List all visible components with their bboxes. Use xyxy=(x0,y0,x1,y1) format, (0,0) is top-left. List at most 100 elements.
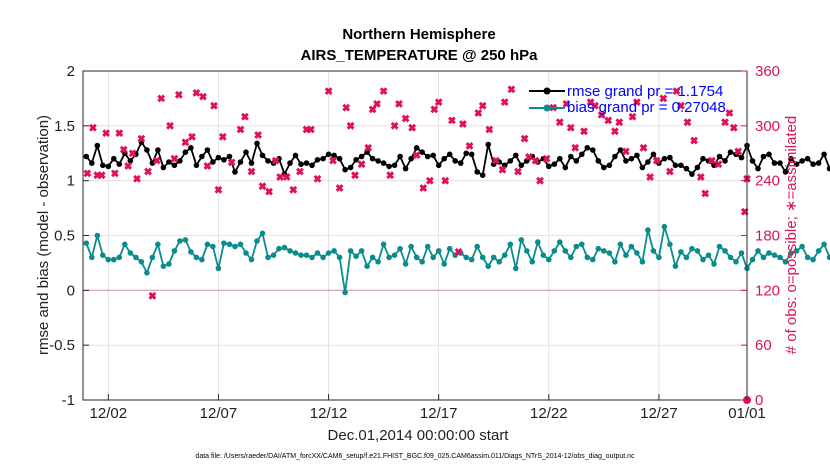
bias-point xyxy=(265,255,271,261)
bias-point xyxy=(805,255,811,261)
bias-point xyxy=(541,252,547,258)
rmse-point xyxy=(304,160,310,166)
bias-point xyxy=(689,246,695,252)
y2-tick-label: 60 xyxy=(755,337,772,354)
bias-point xyxy=(227,242,233,248)
obs-assimilated-marker xyxy=(446,115,457,126)
bias-point xyxy=(205,242,211,248)
rmse-point xyxy=(629,156,635,162)
bias-point xyxy=(199,257,205,263)
bias-point xyxy=(144,270,150,276)
rmse-point xyxy=(480,172,486,178)
bias-point xyxy=(326,250,332,256)
obs-assimilated-shape xyxy=(252,129,263,140)
obs-assimilated-shape xyxy=(400,113,411,124)
bias-point xyxy=(249,257,255,263)
bias-point xyxy=(95,233,101,239)
obs-assimilated-marker xyxy=(294,166,305,177)
bias-point xyxy=(700,257,706,263)
obs-assimilated-marker xyxy=(197,91,208,102)
rmse-point xyxy=(359,154,365,160)
obs-assimilated-shape xyxy=(700,188,711,199)
obs-assimilated-shape xyxy=(131,173,142,184)
obs-assimilated-marker xyxy=(457,118,468,129)
obs-assimilated-marker xyxy=(407,122,418,133)
rmse-point xyxy=(563,165,569,171)
rmse-point xyxy=(684,166,690,172)
obs-assimilated-shape xyxy=(609,126,620,137)
rmse-point xyxy=(183,149,189,155)
rmse-point xyxy=(381,160,387,166)
obs-assimilated-shape xyxy=(109,168,120,179)
obs-assimilated-shape xyxy=(446,115,457,126)
rmse-point xyxy=(799,158,805,164)
y2-axis-label: # of obs: o=possible; ∗=assimilated xyxy=(783,116,800,355)
obs-assimilated-shape xyxy=(385,170,396,181)
bias-point xyxy=(739,250,745,256)
bias-point xyxy=(722,248,728,254)
rmse-point xyxy=(474,169,480,175)
bias-point xyxy=(673,263,679,269)
obs-assimilated-shape xyxy=(393,98,404,109)
bias-point xyxy=(634,250,640,256)
obs-assimilated-marker xyxy=(400,113,411,124)
rmse-point xyxy=(678,163,684,169)
bias-point xyxy=(414,255,420,261)
rmse-point xyxy=(673,163,679,169)
rmse-point xyxy=(618,147,624,153)
rmse-point xyxy=(106,164,112,170)
obs-assimilated-marker xyxy=(464,140,475,151)
bias-point xyxy=(122,242,128,248)
y2-tick-label: 180 xyxy=(755,228,780,245)
rmse-point xyxy=(309,163,315,169)
bias-point xyxy=(111,257,117,263)
bias-point xyxy=(375,259,381,265)
bias-point xyxy=(502,252,508,258)
obs-assimilated-shape xyxy=(341,102,352,113)
y-tick-label: 0.5 xyxy=(54,228,75,245)
obs-assimilated-marker xyxy=(100,127,111,138)
bias-point xyxy=(436,248,442,254)
obs-assimilated-marker xyxy=(418,182,429,193)
bias-point xyxy=(485,263,491,269)
rmse-point xyxy=(601,165,607,171)
rmse-point xyxy=(265,158,271,164)
obs-assimilated-marker xyxy=(334,182,345,193)
bias-point xyxy=(772,252,778,258)
rmse-point xyxy=(452,158,458,164)
bias-point xyxy=(717,244,723,250)
rmse-point xyxy=(651,152,657,158)
rmse-point xyxy=(188,145,194,151)
rmse-point xyxy=(337,156,343,162)
bias-point xyxy=(684,255,690,261)
bias-point xyxy=(552,248,558,254)
rmse-point xyxy=(777,160,783,166)
obs-assimilated-shape xyxy=(464,140,475,151)
bias-point xyxy=(194,255,200,261)
x-tick-label: 12/12 xyxy=(310,405,348,422)
rmse-point xyxy=(315,157,321,163)
rmse-point xyxy=(513,153,519,159)
rmse-point xyxy=(546,164,552,170)
chart-title-line-1: Northern Hemisphere xyxy=(342,26,495,43)
rmse-point xyxy=(260,153,266,159)
rmse-point xyxy=(519,163,525,169)
bias-point xyxy=(106,257,112,263)
bias-point xyxy=(408,244,414,250)
obs-assimilated-marker xyxy=(477,100,488,111)
bias-point xyxy=(166,261,172,267)
rmse-point xyxy=(232,169,238,175)
rmse-point xyxy=(293,153,299,159)
bias-point xyxy=(441,261,447,267)
obs-assimilated-marker xyxy=(519,133,530,144)
rmse-point xyxy=(419,149,425,155)
obs-assimilated-marker xyxy=(173,89,184,100)
obs-assimilated-shape xyxy=(294,166,305,177)
rmse-point xyxy=(590,147,596,153)
bias-point xyxy=(629,244,635,250)
bias-point xyxy=(519,237,525,243)
obs-assimilated-shape xyxy=(565,122,576,133)
bias-point xyxy=(585,255,591,261)
x-tick-label: 12/02 xyxy=(90,405,128,422)
